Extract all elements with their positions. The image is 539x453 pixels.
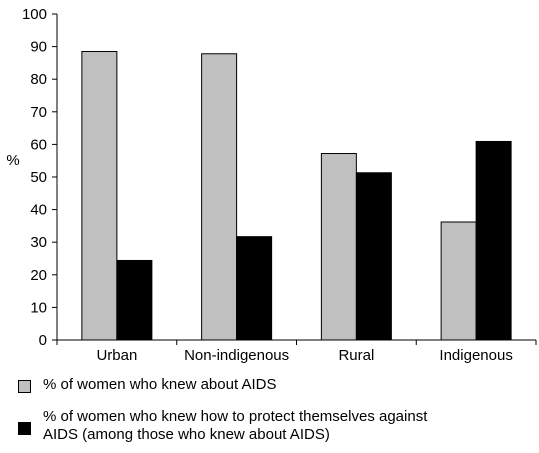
legend-swatch-grey [18, 380, 31, 393]
bar-knew-how-to-protect-non-indigenous [236, 236, 273, 341]
bar-knew-about-aids-indigenous [440, 221, 477, 341]
legend-label: % of women who knew how to protect thems… [43, 408, 427, 444]
x-tick-label: Urban [96, 347, 137, 364]
legend-swatch-black [18, 422, 31, 435]
x-tick-label: Non-indigenous [184, 347, 289, 364]
y-tick-label: 10 [30, 299, 47, 316]
y-tick-label: 0 [39, 332, 47, 349]
bars [81, 50, 512, 341]
y-axis: 0 10 20 30 40 50 60 70 80 90 100 [22, 6, 58, 349]
bar-knew-about-aids-urban [81, 50, 118, 341]
bar-knew-about-aids-rural [320, 153, 357, 341]
y-tick-label: 20 [30, 267, 47, 284]
y-tick-label: 30 [30, 234, 47, 251]
bar-knew-how-to-protect-urban [116, 259, 153, 341]
legend-label-line-2: AIDS (among those who knew about AIDS) [43, 426, 330, 443]
y-axis-label: % [6, 152, 19, 169]
bar-knew-how-to-protect-rural [355, 172, 392, 341]
y-tick-label: 40 [30, 202, 47, 219]
y-tick-label: 80 [30, 71, 47, 88]
y-tick-label: 70 [30, 104, 47, 121]
y-tick-label: 100 [22, 6, 47, 23]
legend-label: % of women who knew about AIDS [43, 376, 277, 393]
x-axis: Urban Non-indigenous Rural Indigenous [56, 339, 537, 364]
y-tick-label: 90 [30, 39, 47, 56]
x-tick-label: Indigenous [439, 347, 512, 364]
legend-label-line-1: % of women who knew how to protect thems… [43, 408, 428, 425]
y-tick-label: 50 [30, 169, 47, 186]
x-tick-label: Rural [338, 347, 374, 364]
bar-knew-how-to-protect-indigenous [475, 140, 512, 341]
y-tick-label: 60 [30, 136, 47, 153]
bar-knew-about-aids-non-indigenous [201, 53, 238, 341]
